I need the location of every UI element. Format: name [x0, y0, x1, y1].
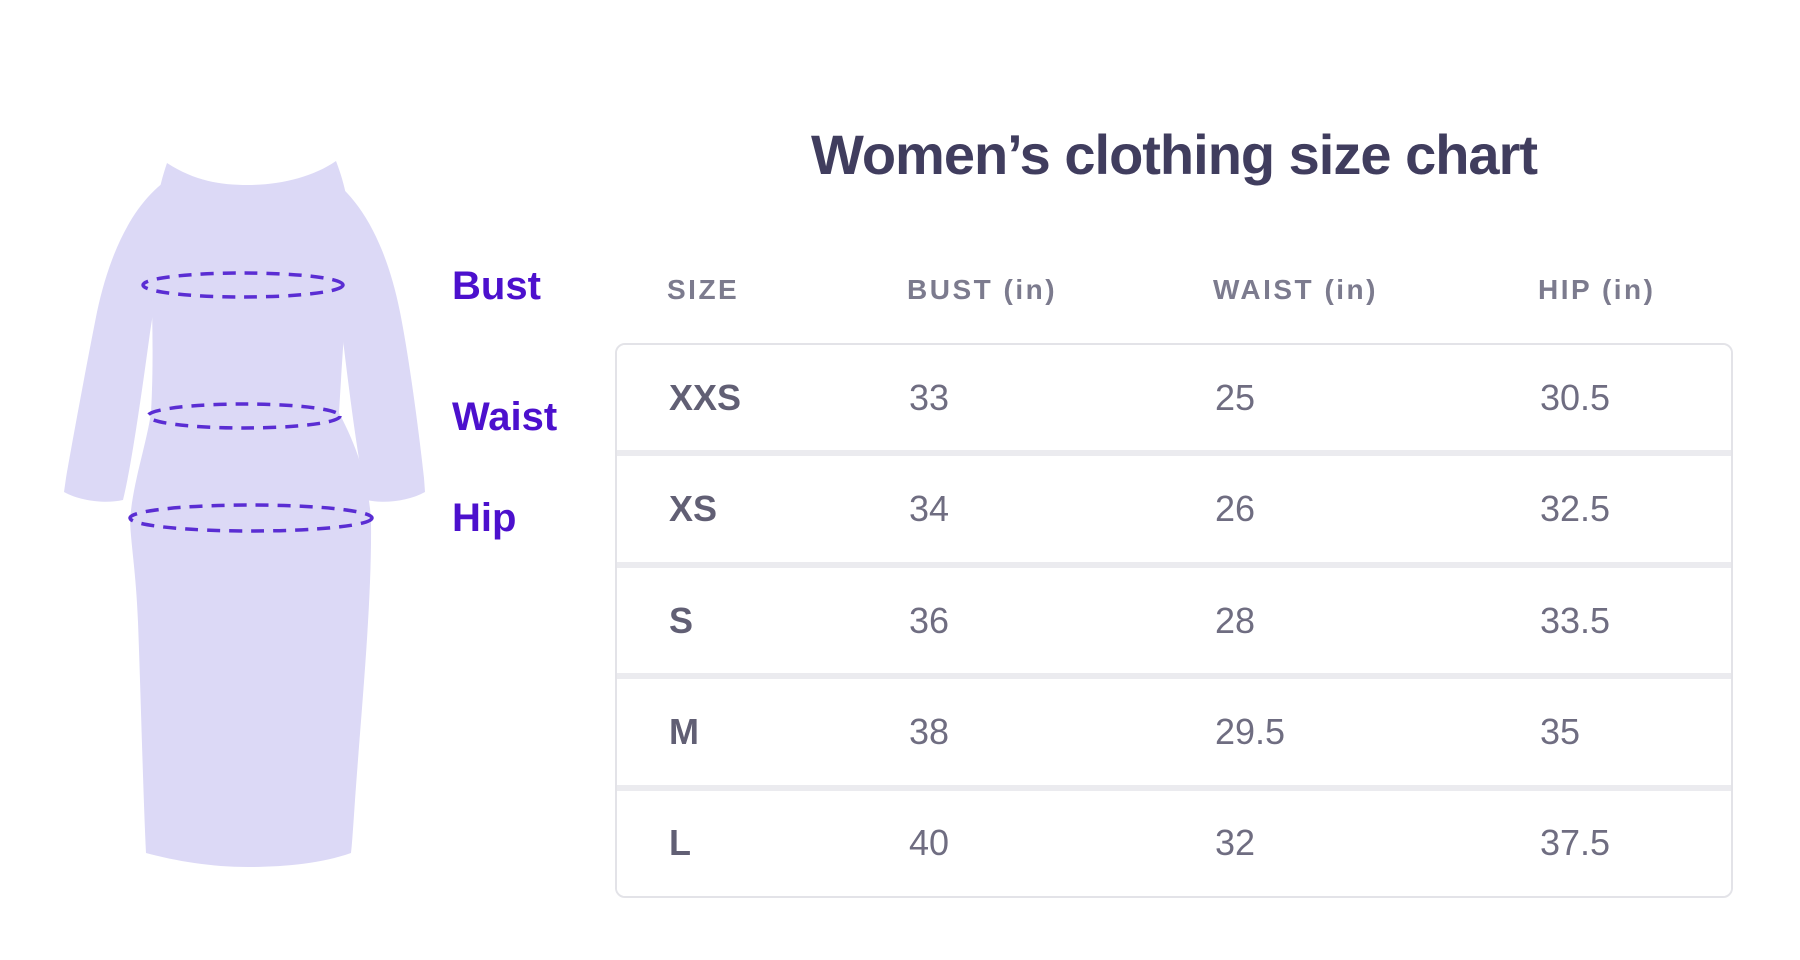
table-cell-bust: 34: [909, 488, 950, 530]
table-cell-hip: 30.5: [1540, 376, 1611, 418]
waist-measure-line: [146, 402, 342, 430]
hip-label: Hip: [452, 496, 517, 540]
hip-measure-line: [128, 503, 374, 533]
table-row-s: S 36 28 33.5: [617, 561, 1731, 674]
bust-label: Bust: [452, 264, 541, 308]
table-row-xxs: XXS 33 25 30.5: [617, 345, 1731, 451]
table-row-m: M 38 29.5 35: [617, 673, 1731, 785]
table-cell-waist: 28: [1215, 599, 1256, 641]
table-cell-hip: 35: [1540, 710, 1581, 752]
table-row-l: L 40 32 37.5: [617, 784, 1731, 896]
table-cell-bust: 33: [909, 376, 950, 418]
waist-label: Waist: [452, 395, 558, 439]
table-cell-hip: 32.5: [1540, 488, 1611, 530]
table-cell-waist: 26: [1215, 488, 1256, 530]
dress-left-sleeve: [64, 172, 180, 502]
table-cell-size: XXS: [669, 376, 742, 418]
table-cell-waist: 29.5: [1215, 710, 1286, 752]
dress-illustration: [64, 161, 425, 867]
table-cell-size: XS: [669, 488, 718, 530]
table-header-row: SIZE BUST (in) WAIST (in) HIP (in): [615, 263, 1733, 317]
bust-measure-line: [141, 271, 345, 299]
column-header-waist: WAIST (in): [1213, 274, 1378, 305]
table-cell-hip: 37.5: [1540, 822, 1611, 864]
column-header-size: SIZE: [667, 274, 740, 305]
table-cell-hip: 33.5: [1540, 599, 1611, 641]
page-title: Women’s clothing size chart: [810, 123, 1538, 186]
table-cell-bust: 38: [909, 710, 950, 752]
column-header-bust: BUST (in): [907, 274, 1058, 305]
dress-body: [130, 161, 372, 867]
table-cell-size: L: [669, 822, 691, 864]
table-cell-size: M: [669, 710, 699, 752]
size-table: XXS 33 25 30.5 XS 34 26 32.5 S 36 28 33.…: [615, 343, 1733, 898]
table-cell-size: S: [669, 599, 694, 641]
table-cell-waist: 32: [1215, 822, 1256, 864]
table-cell-bust: 40: [909, 822, 950, 864]
column-header-hip: HIP (in): [1538, 274, 1656, 305]
table-row-xs: XS 34 26 32.5: [617, 450, 1731, 562]
table-cell-waist: 25: [1215, 376, 1256, 418]
table-cell-bust: 36: [909, 599, 950, 641]
